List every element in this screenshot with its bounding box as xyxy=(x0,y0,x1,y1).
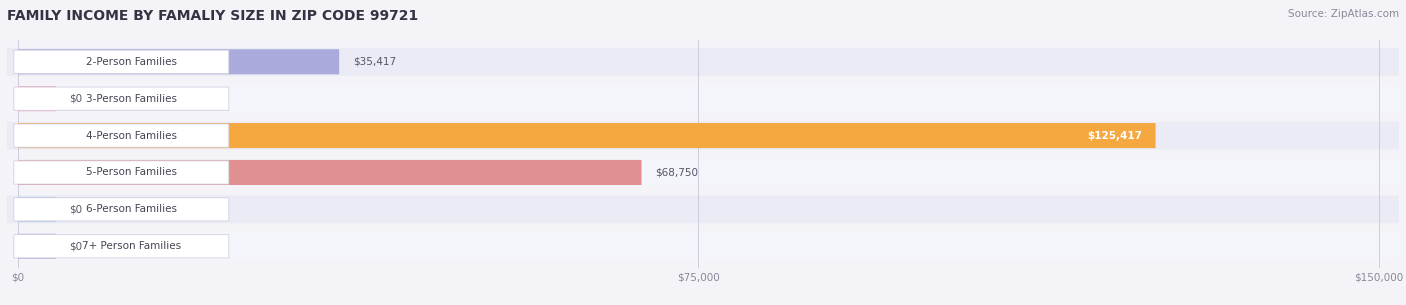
Text: FAMILY INCOME BY FAMALIY SIZE IN ZIP CODE 99721: FAMILY INCOME BY FAMALIY SIZE IN ZIP COD… xyxy=(7,9,418,23)
Text: 6-Person Families: 6-Person Families xyxy=(86,204,177,214)
Text: $125,417: $125,417 xyxy=(1087,131,1142,141)
FancyBboxPatch shape xyxy=(14,198,229,221)
FancyBboxPatch shape xyxy=(4,159,1406,186)
FancyBboxPatch shape xyxy=(18,123,1156,148)
Text: $0: $0 xyxy=(70,241,83,251)
FancyBboxPatch shape xyxy=(18,49,339,74)
FancyBboxPatch shape xyxy=(14,161,229,184)
FancyBboxPatch shape xyxy=(18,197,56,222)
FancyBboxPatch shape xyxy=(4,85,1406,113)
Text: 5-Person Families: 5-Person Families xyxy=(86,167,177,178)
FancyBboxPatch shape xyxy=(4,195,1406,223)
Text: $68,750: $68,750 xyxy=(655,167,699,178)
FancyBboxPatch shape xyxy=(14,87,229,110)
Text: 3-Person Families: 3-Person Families xyxy=(86,94,177,104)
FancyBboxPatch shape xyxy=(4,48,1406,76)
FancyBboxPatch shape xyxy=(14,124,229,147)
FancyBboxPatch shape xyxy=(18,234,56,259)
FancyBboxPatch shape xyxy=(14,50,229,74)
FancyBboxPatch shape xyxy=(14,235,229,258)
Text: 2-Person Families: 2-Person Families xyxy=(86,57,177,67)
FancyBboxPatch shape xyxy=(18,86,56,111)
Text: 4-Person Families: 4-Person Families xyxy=(86,131,177,141)
Text: Source: ZipAtlas.com: Source: ZipAtlas.com xyxy=(1288,9,1399,19)
Text: $0: $0 xyxy=(70,204,83,214)
Text: $0: $0 xyxy=(70,94,83,104)
FancyBboxPatch shape xyxy=(18,160,641,185)
FancyBboxPatch shape xyxy=(4,122,1406,149)
FancyBboxPatch shape xyxy=(4,232,1406,260)
Text: $35,417: $35,417 xyxy=(353,57,396,67)
Text: 7+ Person Families: 7+ Person Families xyxy=(82,241,181,251)
